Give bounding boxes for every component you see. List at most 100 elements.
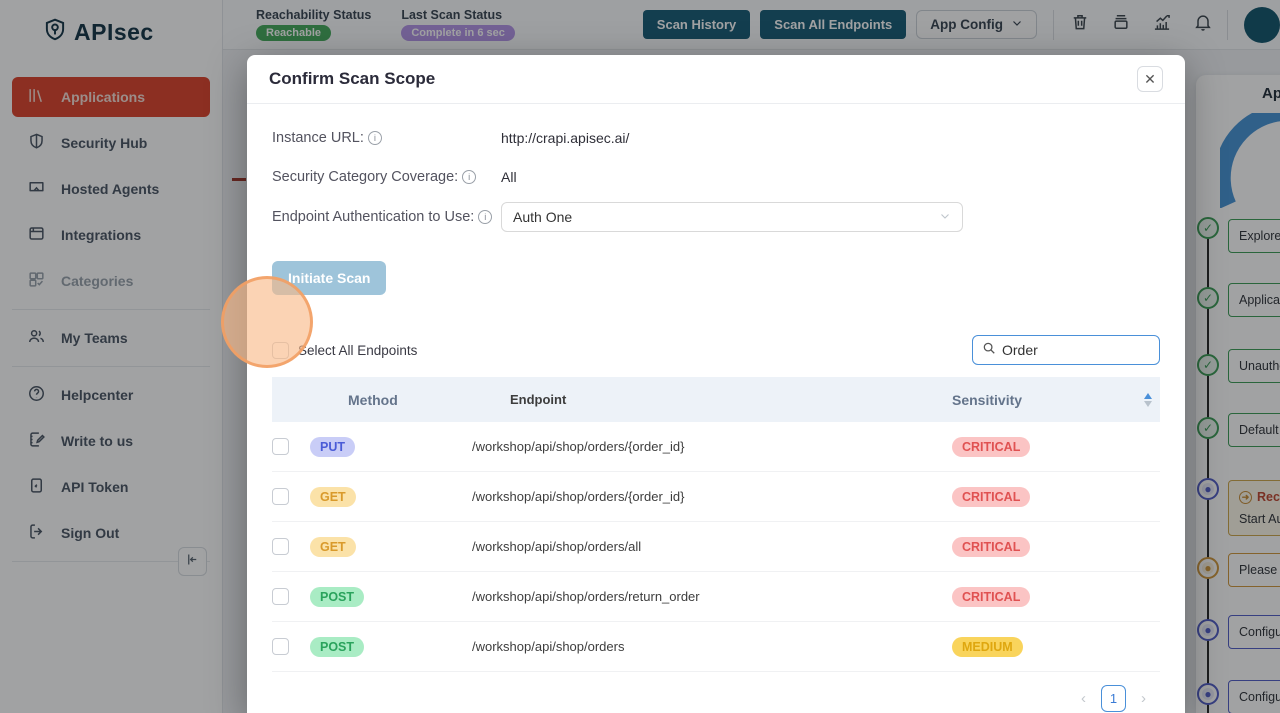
row-checkbox[interactable] (272, 638, 289, 655)
endpoint-path: /workshop/api/shop/orders/all (472, 539, 642, 554)
step-check-icon: ✓ (1197, 354, 1219, 376)
info-icon[interactable]: i (478, 210, 493, 224)
field-label-text: Endpoint Authentication to Use: (272, 209, 475, 225)
row-checkbox[interactable] (272, 588, 289, 605)
user-avatar[interactable] (1244, 6, 1280, 43)
info-icon[interactable]: i (367, 131, 382, 145)
onboarding-step[interactable]: Configure (1228, 615, 1280, 649)
sidebar-item-security-hub[interactable]: Security Hub (12, 123, 210, 163)
sidebar: APIsec Applications Security Hub Hosted … (0, 0, 223, 713)
question-circle-icon (27, 384, 46, 406)
close-icon[interactable]: ✕ (1137, 66, 1163, 92)
auth-select[interactable]: Auth One (501, 202, 963, 232)
search-input[interactable] (1002, 342, 1150, 358)
step-label: Applicatio (1239, 293, 1280, 307)
sensitivity-header-col: Sensitivity (952, 392, 1160, 408)
sidebar-item-my-teams[interactable]: My Teams (12, 318, 210, 358)
topbar-divider (1053, 9, 1054, 40)
onboarding-step[interactable]: Please p (1228, 553, 1280, 587)
onboarding-step[interactable]: Configu (1228, 680, 1280, 713)
timeline-line (1207, 235, 1209, 713)
security-category-field: Security Category Coverage: i All (272, 163, 1160, 191)
chevron-down-icon (939, 209, 951, 225)
field-label-text: Security Category Coverage: (272, 169, 459, 185)
step-check-icon: ✓ (1197, 287, 1219, 309)
sidebar-item-sign-out[interactable]: Sign Out (12, 513, 210, 553)
auth-select-value: Auth One (513, 209, 573, 225)
sensitivity-badge: CRITICAL (952, 486, 1031, 507)
onboarding-step[interactable]: Applicatio (1228, 283, 1280, 317)
logo-text: APIsec (74, 19, 154, 45)
sidebar-item-integrations[interactable]: Integrations (12, 215, 210, 255)
table-row: GET /workshop/api/shop/orders/{order_id}… (272, 472, 1160, 522)
sidebar-nav: Applications Security Hub Hosted Agents … (0, 77, 222, 562)
initiate-scan-button[interactable]: Initiate Scan (272, 261, 387, 295)
sidebar-item-label: Security Hub (61, 135, 148, 151)
endpoints-table: Method Endpoint Sensitivity PUT /worksho… (272, 377, 1160, 672)
progress-card-title: Ap (1262, 85, 1280, 102)
sensitivity-header: Sensitivity (952, 391, 1023, 408)
sidebar-item-categories[interactable]: Categories (12, 261, 210, 301)
bell-icon[interactable] (1193, 12, 1213, 37)
prev-page-icon[interactable]: ‹ (1081, 690, 1086, 707)
search-icon (982, 341, 996, 360)
sign-out-icon (27, 522, 46, 544)
reachability-status: Reachability Status Reachable (256, 8, 371, 41)
users-icon (27, 327, 46, 349)
trash-icon[interactable] (1070, 12, 1090, 37)
row-checkbox[interactable] (272, 488, 289, 505)
collapse-left-icon (185, 552, 200, 572)
table-row: POST /workshop/api/shop/orders/return_or… (272, 572, 1160, 622)
step-label: Explore y (1239, 229, 1280, 243)
step-radio-icon: ● (1197, 557, 1219, 579)
sidebar-item-applications[interactable]: Applications (12, 77, 210, 117)
page-number[interactable]: 1 (1101, 685, 1126, 712)
sidebar-divider (12, 309, 210, 310)
last-scan-status-label: Last Scan Status (401, 8, 503, 22)
sidebar-item-label: API Token (61, 479, 129, 495)
onboarding-step[interactable]: Default A (1228, 413, 1280, 447)
step-radio-icon: ● (1197, 478, 1219, 500)
analytics-icon[interactable] (1152, 12, 1172, 37)
method-badge: POST (310, 636, 365, 657)
next-page-icon[interactable]: › (1141, 690, 1146, 707)
select-all-checkbox[interactable] (272, 341, 289, 359)
endpoint-path: /workshop/api/shop/orders/{order_id} (472, 439, 685, 454)
endpoint-path: /workshop/api/shop/orders/{order_id} (472, 489, 685, 504)
field-label-text: Instance URL: (272, 130, 364, 146)
sidebar-item-hosted-agents[interactable]: Hosted Agents (12, 169, 210, 209)
select-all-label: Select All Endpoints (298, 342, 418, 358)
sidebar-item-label: My Teams (61, 330, 128, 346)
sidebar-collapse-button[interactable] (178, 547, 207, 576)
endpoint-header: Endpoint (510, 392, 567, 407)
sort-icon[interactable] (1144, 392, 1152, 407)
app-config-dropdown[interactable]: App Config (916, 10, 1037, 39)
modal-header: Confirm Scan Scope ✕ (247, 55, 1185, 104)
onboarding-step-recommended[interactable]: ➜ Reco Start Auth (1228, 480, 1280, 536)
row-checkbox[interactable] (272, 538, 289, 555)
row-checkbox[interactable] (272, 438, 289, 455)
sidebar-item-write-to-us[interactable]: Write to us (12, 421, 210, 461)
method-badge: GET (310, 486, 356, 507)
scan-history-button[interactable]: Scan History (642, 10, 751, 39)
arrow-circle-icon: ➜ (1239, 490, 1252, 504)
step-label: Default A (1239, 423, 1280, 437)
table-row: POST /workshop/api/shop/orders MEDIUM (272, 622, 1160, 672)
info-icon[interactable]: i (462, 170, 477, 184)
step-label: Start Auth (1239, 512, 1280, 526)
shield-icon (27, 132, 46, 154)
step-label: Configu (1239, 690, 1280, 704)
last-scan-status-badge: Complete in 6 sec (401, 25, 515, 41)
sidebar-item-label: Write to us (61, 433, 134, 449)
sidebar-item-helpcenter[interactable]: Helpcenter (12, 375, 210, 415)
library-icon (27, 86, 46, 108)
sidebar-item-label: Applications (61, 89, 146, 105)
onboarding-step[interactable]: Unauther (1228, 349, 1280, 383)
onboarding-step[interactable]: Explore y (1228, 219, 1280, 253)
sidebar-item-api-token[interactable]: API Token (12, 467, 210, 507)
grid-check-icon (27, 270, 46, 292)
instance-url-label: Instance URL: i (272, 130, 501, 146)
archive-icon[interactable] (1111, 12, 1131, 37)
step-label: Unauther (1239, 359, 1280, 373)
scan-all-endpoints-button[interactable]: Scan All Endpoints (760, 10, 907, 39)
